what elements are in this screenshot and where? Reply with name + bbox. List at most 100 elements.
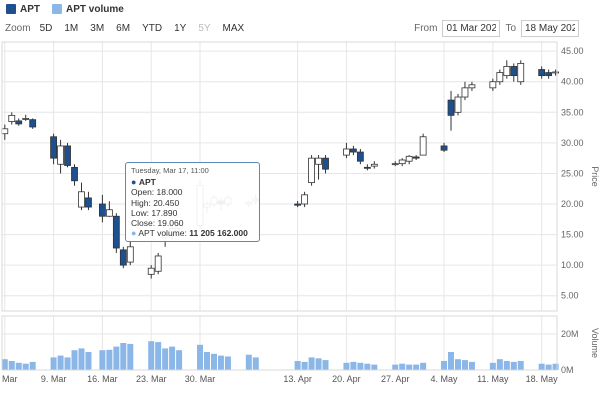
candle-body bbox=[85, 197, 92, 208]
candle-body bbox=[315, 157, 322, 165]
candle bbox=[363, 164, 371, 171]
candle-body bbox=[510, 66, 518, 77]
zoom-button-ytd[interactable]: YTD bbox=[142, 22, 163, 34]
candle bbox=[71, 164, 78, 186]
tooltip-series-dot: ● bbox=[131, 177, 137, 188]
volume-bar bbox=[308, 357, 315, 370]
candle bbox=[419, 133, 427, 156]
candle-body bbox=[15, 120, 23, 125]
candle bbox=[99, 194, 106, 223]
price-tick-label: 35.00 bbox=[561, 107, 584, 117]
volume-bar bbox=[343, 362, 350, 370]
candle bbox=[405, 155, 413, 165]
candle bbox=[350, 145, 357, 156]
volume-bar bbox=[461, 360, 468, 370]
candle-body bbox=[496, 72, 504, 83]
to-date-input[interactable] bbox=[521, 19, 579, 37]
candle-body bbox=[22, 118, 30, 120]
volume-tick-label: 20M bbox=[561, 329, 579, 339]
volume-bar bbox=[454, 359, 461, 370]
volume-bar bbox=[496, 359, 503, 370]
zoom-button-1m[interactable]: 1M bbox=[64, 22, 79, 34]
candle-body bbox=[412, 156, 420, 159]
tooltip-close: Close: 19.060 bbox=[131, 218, 184, 229]
volume-bar bbox=[371, 364, 378, 370]
candle-body bbox=[391, 163, 399, 166]
price-tick-label: 15.00 bbox=[561, 230, 584, 240]
tooltip-volume-label: APT volume: bbox=[138, 228, 187, 239]
candle bbox=[105, 201, 113, 217]
axes: 5.00 10.00 15.00 20.00 25.00 30.00 35.00 40.00 4… bbox=[0, 41, 600, 384]
volume-bar bbox=[210, 353, 217, 370]
zoom-button-1y[interactable]: 1Y bbox=[174, 22, 187, 34]
volume-bar bbox=[203, 352, 210, 370]
zoom-button-3m[interactable]: 3M bbox=[90, 22, 105, 34]
price-tick-label: 30.00 bbox=[561, 138, 584, 148]
volume-bar bbox=[245, 354, 252, 370]
tooltip-series-name: APT bbox=[138, 177, 156, 188]
chart-legend: APT APT volume bbox=[6, 2, 136, 16]
volume-bar bbox=[127, 343, 134, 370]
candle bbox=[78, 182, 85, 211]
zoom-button-6m[interactable]: 6M bbox=[116, 22, 131, 34]
volume-bar bbox=[441, 361, 448, 370]
candle-body bbox=[370, 163, 378, 167]
candle bbox=[510, 63, 518, 82]
volume-bar bbox=[392, 364, 399, 370]
chart-tooltip: Tuesday, Mar 17, 11:00 ● APT Open: 18.00… bbox=[125, 162, 260, 242]
candle bbox=[50, 133, 57, 165]
tooltip-volume-dot: ● bbox=[131, 228, 137, 239]
price-plot bbox=[1, 60, 560, 279]
candle-body bbox=[545, 72, 553, 77]
zoom-button-max[interactable]: MAX bbox=[222, 22, 245, 34]
candle bbox=[552, 69, 560, 76]
candle-body bbox=[343, 148, 350, 156]
legend-item-apt-volume[interactable]: APT volume bbox=[52, 4, 124, 15]
candle-body bbox=[105, 209, 113, 217]
candle-body bbox=[78, 191, 85, 208]
candle bbox=[391, 161, 399, 167]
volume-bar bbox=[510, 361, 517, 370]
candle-body bbox=[489, 81, 497, 89]
volume-bar bbox=[322, 360, 329, 370]
candle bbox=[370, 161, 378, 169]
volume-bar bbox=[155, 342, 162, 370]
candle-body bbox=[8, 114, 16, 122]
volume-bar bbox=[120, 343, 127, 370]
zoom-label: Zoom bbox=[5, 22, 31, 34]
tooltip-high: High: 20.450 bbox=[131, 197, 180, 208]
candle bbox=[85, 191, 92, 211]
candle bbox=[126, 240, 134, 266]
volume-bar bbox=[217, 355, 224, 370]
volume-bar bbox=[148, 341, 155, 370]
candle bbox=[489, 78, 497, 91]
volume-bar bbox=[78, 348, 85, 370]
legend-item-apt[interactable]: APT bbox=[6, 4, 40, 15]
x-tick-label: 2. Mar bbox=[0, 374, 18, 384]
volume-bar bbox=[350, 361, 357, 370]
volume-bar bbox=[406, 364, 413, 370]
candle bbox=[343, 142, 350, 159]
candle bbox=[356, 148, 364, 165]
candle-body bbox=[99, 203, 106, 217]
legend-label-apt: APT bbox=[20, 3, 40, 15]
volume-bar bbox=[113, 346, 120, 370]
tooltip-volume-row: ● APT volume: 11 205 162.000 bbox=[131, 228, 254, 238]
candle-body bbox=[322, 157, 329, 170]
candle-body bbox=[119, 249, 127, 266]
to-label: To bbox=[505, 22, 516, 34]
tooltip-low: Low: 17.890 bbox=[131, 207, 178, 218]
volume-tick-label: 0M bbox=[561, 365, 574, 375]
candle-body bbox=[468, 84, 476, 89]
candle-body bbox=[398, 159, 406, 165]
from-date-input[interactable] bbox=[442, 19, 501, 37]
candle-body bbox=[363, 166, 371, 169]
zoom-button-5d[interactable]: 5D bbox=[39, 22, 53, 34]
candle-body bbox=[461, 87, 469, 98]
volume-bar bbox=[50, 357, 57, 370]
volume-bar bbox=[420, 362, 427, 370]
candle bbox=[322, 155, 329, 174]
candle bbox=[503, 60, 511, 79]
candle-body bbox=[147, 267, 155, 275]
